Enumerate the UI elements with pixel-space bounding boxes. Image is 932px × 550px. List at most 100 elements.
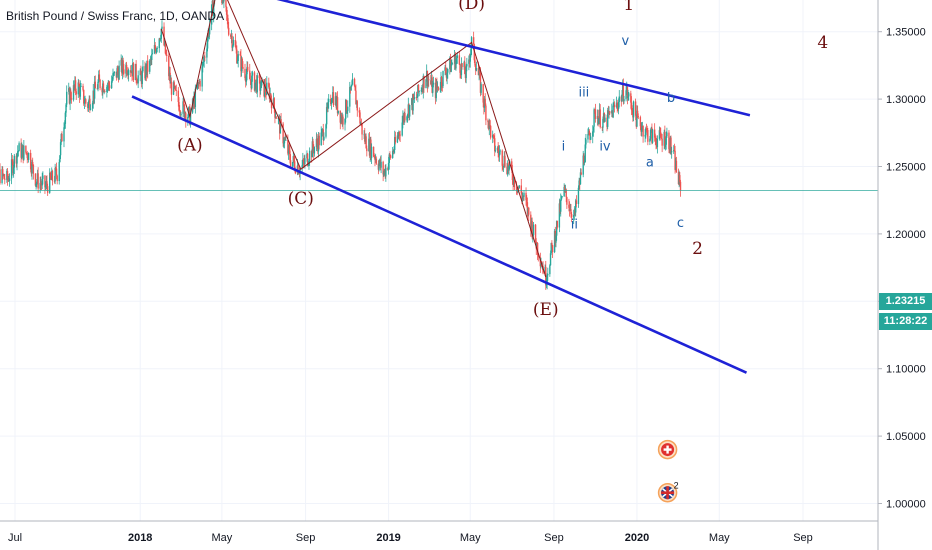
candle-body — [394, 136, 396, 150]
candle-body — [442, 70, 444, 87]
candle-body — [274, 108, 276, 118]
wave-label: i — [562, 139, 566, 154]
event-markers[interactable]: 2 — [657, 439, 679, 503]
candle-body — [547, 274, 549, 276]
candle-body — [412, 94, 414, 111]
candle-body — [551, 245, 554, 253]
candle-body — [474, 60, 476, 66]
candle-body — [56, 175, 58, 182]
wave-label: (C) — [288, 189, 314, 209]
candle-body — [560, 199, 562, 212]
candle-body — [482, 84, 484, 103]
candle-body — [577, 187, 580, 205]
candle-body — [401, 122, 403, 136]
candle-body — [77, 82, 79, 95]
wave-label: 4 — [817, 33, 828, 53]
candle-body — [266, 82, 268, 95]
candle-body — [75, 91, 77, 95]
candle-body — [489, 120, 491, 126]
y-tick-label: 1.10000 — [886, 364, 926, 376]
candle-body — [464, 62, 466, 75]
candle-body — [436, 82, 438, 88]
candle-body — [637, 116, 640, 118]
candle-body — [575, 200, 578, 205]
candle-body — [231, 35, 233, 48]
candle-body — [164, 41, 167, 54]
candle-body — [196, 86, 199, 89]
candle-body — [127, 70, 130, 76]
candle-body — [632, 101, 635, 118]
flag-cross-horizontal — [663, 448, 672, 451]
candle-body — [366, 148, 368, 152]
candle-body — [301, 165, 303, 169]
candle-body — [31, 161, 34, 165]
candle-body — [408, 105, 411, 117]
candle-body — [29, 152, 32, 170]
candle-body — [417, 84, 420, 92]
candle-body — [249, 70, 251, 80]
candle-body — [221, 0, 224, 4]
candle-body — [245, 74, 248, 82]
candle-body — [583, 162, 586, 163]
candle-body — [99, 79, 101, 89]
candle-body — [492, 134, 495, 136]
candle-body — [396, 135, 399, 143]
channel-line — [131, 95, 748, 374]
candle-body — [660, 137, 663, 139]
candle-body — [654, 137, 657, 139]
candle-body — [1, 169, 3, 183]
candle-body — [169, 72, 171, 84]
candle-body — [399, 134, 401, 136]
wave-label: iii — [578, 85, 589, 100]
candle-body — [283, 138, 286, 144]
candle-body — [440, 77, 443, 86]
candle-body — [465, 66, 467, 79]
candle-body — [18, 143, 20, 152]
candle-body — [469, 54, 471, 62]
candle-body — [108, 82, 110, 86]
candle-body — [466, 63, 468, 67]
candle-body — [226, 14, 229, 19]
swiss-flag-icon[interactable] — [657, 439, 678, 460]
candle-body — [489, 125, 492, 138]
candle-body — [447, 69, 449, 73]
candle-body — [206, 48, 208, 58]
candle-body — [208, 24, 211, 35]
candle-body — [515, 186, 518, 191]
candle-body — [393, 149, 395, 152]
candle-body — [2, 169, 4, 175]
candle-body — [344, 118, 346, 125]
candle-body — [428, 79, 430, 81]
candle-body — [268, 87, 271, 100]
candle-body — [593, 109, 595, 127]
candle-body — [316, 138, 318, 144]
candle-body — [455, 59, 457, 69]
wave-label: ii — [571, 218, 578, 233]
wave-label: (E) — [533, 300, 559, 320]
chart-title: British Pound / Swiss Franc, 1D, OANDA — [6, 9, 225, 23]
candle-body — [613, 104, 616, 108]
candle-body — [291, 161, 294, 167]
candle-body — [35, 183, 37, 186]
candle-body — [534, 224, 537, 242]
candle-body — [313, 147, 316, 154]
candle-body — [555, 220, 558, 236]
candle-body — [232, 39, 235, 46]
candle-body — [502, 165, 505, 167]
candle-body — [356, 101, 358, 111]
candle-body — [432, 82, 435, 85]
candle-body — [572, 214, 575, 218]
uk-flag-icon[interactable]: 2 — [657, 481, 679, 503]
candle-body — [140, 70, 142, 75]
candle-body — [97, 81, 99, 90]
candle-body — [589, 136, 592, 140]
candle-body — [531, 220, 533, 238]
candle-body — [293, 156, 295, 162]
last-price-tag: 1.23215 — [879, 293, 932, 310]
candle-body — [39, 182, 41, 189]
candle-body — [642, 126, 644, 137]
candle-body — [3, 174, 5, 179]
candle-body — [230, 34, 232, 37]
